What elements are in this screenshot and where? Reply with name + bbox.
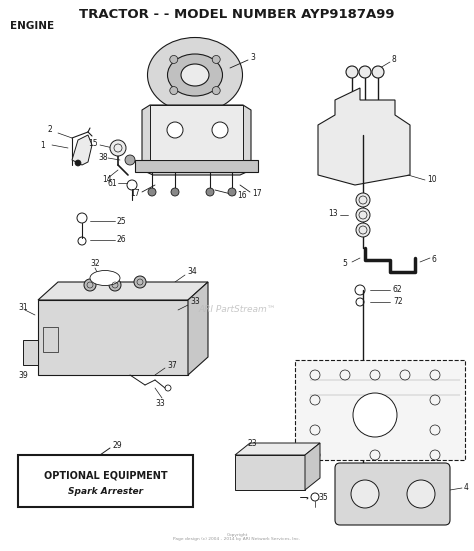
- Text: 14: 14: [102, 176, 111, 185]
- Circle shape: [356, 193, 370, 207]
- Text: 5: 5: [342, 258, 347, 267]
- Text: 25: 25: [117, 217, 127, 225]
- Text: 33: 33: [190, 298, 200, 306]
- Circle shape: [212, 56, 220, 63]
- Text: 33: 33: [155, 398, 165, 408]
- Circle shape: [170, 87, 178, 95]
- Circle shape: [353, 393, 397, 437]
- Text: 16: 16: [237, 192, 246, 201]
- Text: 72: 72: [393, 298, 402, 306]
- Circle shape: [125, 155, 135, 165]
- Polygon shape: [38, 282, 208, 300]
- Text: 34: 34: [187, 267, 197, 277]
- Polygon shape: [188, 282, 208, 375]
- Polygon shape: [235, 443, 320, 455]
- FancyBboxPatch shape: [335, 463, 450, 525]
- Circle shape: [110, 140, 126, 156]
- Polygon shape: [150, 105, 243, 160]
- Circle shape: [212, 87, 220, 95]
- Text: 15: 15: [88, 138, 98, 148]
- Text: 6: 6: [432, 256, 437, 264]
- Circle shape: [148, 188, 156, 196]
- Circle shape: [75, 160, 81, 166]
- Text: 8: 8: [392, 56, 397, 64]
- Circle shape: [109, 279, 121, 291]
- Text: ENGINE: ENGINE: [10, 21, 54, 31]
- Text: 17: 17: [252, 190, 262, 198]
- Text: 37: 37: [167, 361, 177, 370]
- Circle shape: [212, 122, 228, 138]
- Text: ARI PartStream™: ARI PartStream™: [198, 305, 276, 315]
- Circle shape: [170, 56, 178, 63]
- Text: 10: 10: [427, 176, 437, 185]
- Polygon shape: [305, 443, 320, 490]
- Polygon shape: [235, 455, 305, 490]
- Polygon shape: [23, 340, 38, 365]
- Text: 4: 4: [464, 483, 469, 491]
- Polygon shape: [142, 105, 251, 175]
- Text: 23: 23: [248, 440, 258, 449]
- Text: 32: 32: [90, 258, 100, 267]
- Circle shape: [206, 188, 214, 196]
- Text: 3: 3: [250, 53, 255, 62]
- Circle shape: [167, 122, 183, 138]
- Ellipse shape: [181, 64, 209, 86]
- Bar: [295, 360, 465, 460]
- Text: 2: 2: [48, 126, 53, 134]
- Circle shape: [372, 66, 384, 78]
- Circle shape: [356, 208, 370, 222]
- Text: 39: 39: [18, 370, 28, 380]
- Text: 17: 17: [130, 190, 140, 198]
- Polygon shape: [318, 88, 410, 185]
- Ellipse shape: [167, 54, 222, 96]
- Text: Spark Arrester: Spark Arrester: [68, 488, 143, 496]
- Circle shape: [228, 188, 236, 196]
- Polygon shape: [38, 300, 188, 375]
- Polygon shape: [135, 160, 258, 172]
- Text: 1: 1: [40, 141, 45, 149]
- Polygon shape: [43, 327, 58, 352]
- Circle shape: [171, 188, 179, 196]
- Text: 13: 13: [328, 208, 337, 218]
- Circle shape: [346, 66, 358, 78]
- Circle shape: [351, 480, 379, 508]
- Text: 26: 26: [117, 235, 127, 245]
- Text: 35: 35: [318, 493, 328, 501]
- Circle shape: [359, 66, 371, 78]
- Text: 38: 38: [98, 153, 108, 161]
- Circle shape: [134, 276, 146, 288]
- Ellipse shape: [147, 37, 243, 112]
- Text: TRACTOR - - MODEL NUMBER AYP9187A99: TRACTOR - - MODEL NUMBER AYP9187A99: [79, 8, 395, 20]
- Ellipse shape: [90, 271, 120, 285]
- Text: OPTIONAL EQUIPMENT: OPTIONAL EQUIPMENT: [44, 470, 167, 480]
- Text: Copyright
Page design (c) 2004 - 2014 by ARI Network Services, Inc.: Copyright Page design (c) 2004 - 2014 by…: [173, 533, 301, 541]
- Text: 31: 31: [18, 302, 27, 311]
- Text: 29: 29: [113, 440, 123, 450]
- Circle shape: [407, 480, 435, 508]
- Text: 61: 61: [108, 179, 118, 187]
- Circle shape: [84, 279, 96, 291]
- Polygon shape: [72, 135, 92, 165]
- Circle shape: [356, 223, 370, 237]
- Bar: [18, 455, 193, 507]
- Text: 62: 62: [393, 285, 402, 294]
